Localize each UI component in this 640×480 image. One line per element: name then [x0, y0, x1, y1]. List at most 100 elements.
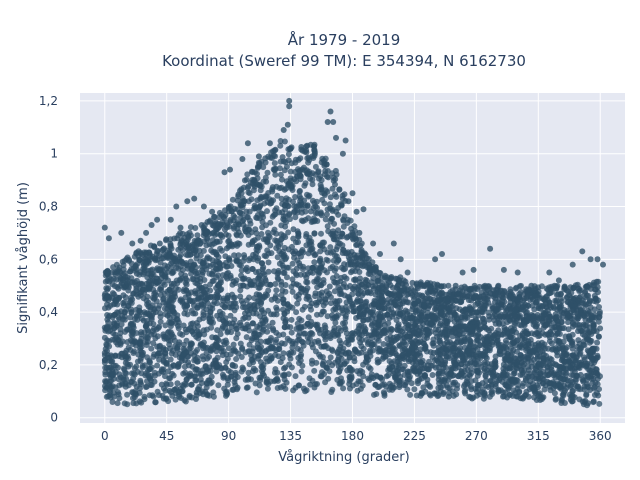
scatter-point — [141, 289, 148, 296]
scatter-point — [198, 380, 205, 386]
scatter-point — [218, 211, 225, 218]
scatter-point — [280, 270, 287, 276]
scatter-point — [530, 384, 537, 391]
scatter-point — [285, 151, 292, 158]
scatter-point — [125, 287, 132, 294]
scatter-point — [393, 317, 400, 323]
scatter-point — [582, 363, 589, 370]
scatter-point — [365, 339, 372, 346]
scatter-point — [150, 340, 157, 347]
scatter-point — [297, 195, 304, 202]
scatter-point — [302, 180, 309, 187]
scatter-point — [159, 279, 166, 286]
scatter-point — [182, 398, 189, 405]
scatter-point — [346, 381, 353, 387]
scatter-point — [558, 400, 565, 406]
scatter-point — [285, 246, 292, 253]
scatter-point — [295, 239, 301, 246]
scatter-point — [249, 266, 256, 272]
scatter-point — [254, 341, 261, 348]
scatter-point — [245, 323, 252, 330]
scatter-point — [274, 274, 281, 281]
scatter-point — [516, 283, 523, 290]
scatter-point — [157, 286, 163, 293]
scatter-point — [231, 225, 237, 232]
scatter-point — [242, 349, 249, 356]
scatter-point — [272, 339, 279, 346]
scatter-point — [315, 338, 322, 344]
scatter-point — [300, 330, 307, 337]
scatter-point — [335, 227, 342, 234]
scatter-point — [240, 257, 247, 264]
scatter-point — [256, 374, 263, 381]
scatter-point — [199, 291, 206, 297]
scatter-point — [290, 250, 297, 257]
scatter-point — [278, 282, 285, 288]
scatter-point — [338, 375, 344, 382]
scatter-point — [444, 339, 451, 346]
scatter-point — [341, 361, 347, 368]
scatter-point — [266, 234, 273, 241]
scatter-point — [279, 176, 285, 183]
scatter-point — [181, 380, 188, 387]
scatter-point — [489, 341, 496, 348]
scatter-point — [168, 245, 175, 252]
scatter-point — [501, 327, 508, 334]
scatter-point — [510, 370, 517, 377]
scatter-point — [400, 382, 407, 389]
scatter-point — [336, 368, 343, 375]
scatter-point — [546, 284, 553, 291]
scatter-point — [162, 322, 169, 329]
scatter-point — [553, 313, 560, 320]
scatter-point — [201, 331, 208, 338]
scatter-point — [282, 288, 289, 295]
scatter-point — [362, 330, 369, 337]
scatter-point — [270, 311, 277, 318]
scatter-point — [292, 159, 299, 166]
scatter-point — [595, 318, 602, 325]
scatter-point — [261, 314, 268, 321]
scatter-point — [116, 395, 123, 402]
scatter-point — [125, 344, 132, 351]
scatter-point — [322, 379, 329, 386]
scatter-point — [341, 324, 348, 331]
scatter-point — [151, 243, 157, 250]
scatter-point — [519, 335, 526, 342]
scatter-point — [318, 264, 325, 271]
scatter-point — [583, 283, 590, 290]
scatter-point — [186, 229, 193, 236]
scatter-point — [238, 368, 245, 375]
scatter-point — [208, 247, 215, 254]
scatter-point — [426, 391, 433, 398]
scatter-point — [581, 386, 588, 393]
scatter-point — [311, 367, 318, 374]
scatter-point — [252, 254, 259, 261]
scatter-point — [154, 362, 161, 369]
scatter-point — [500, 291, 507, 298]
scatter-point — [336, 186, 343, 193]
scatter-point — [265, 323, 272, 330]
scatter-point — [407, 290, 414, 297]
scatter-point — [324, 206, 331, 213]
scatter-point — [534, 355, 541, 362]
scatter-point — [194, 347, 201, 353]
scatter-point — [229, 243, 236, 250]
scatter-point — [215, 259, 222, 265]
scatter-point — [175, 246, 182, 253]
scatter-point — [256, 382, 263, 389]
scatter-point — [540, 380, 546, 386]
scatter-point — [309, 357, 315, 364]
scatter-point — [356, 269, 363, 275]
scatter-point — [307, 239, 313, 246]
scatter-point — [507, 345, 514, 352]
scatter-point — [375, 337, 382, 344]
scatter-point — [210, 393, 217, 400]
scatter-point — [272, 366, 279, 373]
scatter-point — [181, 347, 188, 354]
scatter-point — [189, 363, 196, 370]
scatter-point — [523, 328, 530, 335]
scatter-point — [446, 346, 452, 353]
scatter-point — [444, 370, 451, 377]
scatter-point — [358, 337, 365, 343]
